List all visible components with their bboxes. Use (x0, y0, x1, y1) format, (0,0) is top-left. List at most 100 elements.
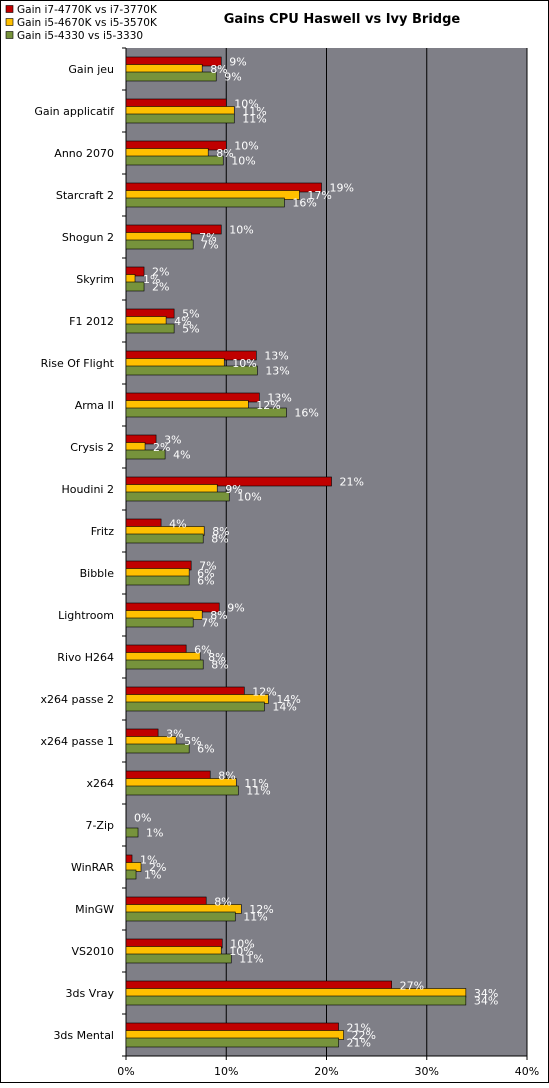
data-label: 4% (174, 315, 191, 328)
data-label: 16% (292, 197, 316, 210)
data-label: 17% (307, 189, 331, 202)
legend-label: Gain i5-4330 vs i5-3330 (17, 30, 143, 42)
data-label: 12% (249, 903, 273, 916)
category-label: F1 2012 (69, 315, 114, 328)
data-label: 2% (152, 281, 169, 294)
bar (125, 1037, 339, 1048)
data-label: 1% (140, 854, 157, 867)
data-label: 6% (197, 567, 214, 580)
data-label: 7% (199, 560, 216, 573)
data-labels: 9%8%9%10%11%11%10%8%10%19%17%16%10%7%7%2… (134, 56, 498, 1050)
data-label: 21% (347, 1022, 371, 1035)
bars (125, 56, 467, 1048)
data-label: 12% (256, 399, 280, 412)
legend-swatch (5, 31, 14, 39)
data-label: 8% (211, 659, 228, 672)
data-label: 10% (231, 155, 255, 168)
category-label: WinRAR (71, 861, 114, 874)
data-label: 2% (149, 861, 166, 874)
category-label: 3ds Vray (65, 987, 114, 1000)
data-label: 10% (232, 357, 256, 370)
data-label: 11% (239, 953, 263, 966)
bar (125, 239, 194, 250)
category-label: 7-Zip (85, 819, 114, 832)
data-label: 6% (197, 575, 214, 588)
data-label: 5% (182, 323, 199, 336)
bar (125, 869, 137, 880)
legend-label: Gain i5-4670K vs i5-3570K (17, 17, 158, 29)
category-label: Lightroom (58, 609, 114, 622)
chart-title: Gains CPU Haswell vs Ivy Bridge (224, 12, 461, 27)
data-label: 10% (234, 140, 258, 153)
x-tick-label: 30% (415, 1065, 439, 1078)
category-label: Fritz (91, 525, 114, 538)
data-label: 8% (210, 609, 227, 622)
bar (125, 113, 235, 124)
bar (125, 281, 145, 292)
data-label: 12% (252, 686, 276, 699)
data-label: 19% (329, 182, 353, 195)
bar (125, 449, 166, 460)
category-label: Skyrim (76, 273, 114, 286)
data-label: 7% (201, 617, 218, 630)
category-label: x264 (86, 777, 114, 790)
data-label: 21% (340, 476, 364, 489)
data-label: 13% (264, 350, 288, 363)
data-label: 10% (229, 945, 253, 958)
bar (125, 533, 204, 544)
data-label: 8% (210, 63, 227, 76)
data-label: 10% (237, 491, 261, 504)
bar (125, 617, 194, 628)
legend-swatch (5, 5, 14, 13)
category-label: Gain applicatif (34, 105, 115, 118)
data-label: 11% (242, 113, 266, 126)
category-label: Crysis 2 (70, 441, 114, 454)
bar (125, 155, 224, 166)
data-label: 13% (267, 392, 291, 405)
data-label: 8% (214, 896, 231, 909)
category-labels: Gain jeu Gain applicatif Anno 2070 Starcraf… (34, 63, 115, 1042)
data-label: 8% (211, 533, 228, 546)
category-label: 3ds Mental (53, 1029, 114, 1042)
data-label: 27% (400, 980, 424, 993)
category-label: Rivo H264 (57, 651, 114, 664)
bar (125, 575, 190, 586)
category-label: x264 passe 1 (41, 735, 114, 748)
legend-label: Gain i7-4770K vs i7-3770K (17, 4, 158, 16)
bar (125, 476, 332, 487)
data-label: 5% (182, 308, 199, 321)
data-label: 22% (352, 1029, 376, 1042)
category-label: Shogun 2 (62, 231, 114, 244)
bar (125, 407, 287, 418)
legend-swatch (5, 18, 14, 26)
data-label: 2% (152, 266, 169, 279)
gridlines (122, 47, 528, 1060)
bar (125, 911, 236, 922)
bar (125, 659, 204, 670)
category-label: Anno 2070 (54, 147, 114, 160)
data-label: 3% (166, 728, 183, 741)
data-label: 11% (242, 105, 266, 118)
data-label: 13% (265, 365, 289, 378)
data-label: 21% (347, 1037, 371, 1050)
category-label: Houdini 2 (61, 483, 114, 496)
data-label: 9% (227, 602, 244, 615)
bar (125, 827, 139, 838)
x-tick-label: 20% (314, 1065, 338, 1078)
data-label: 34% (474, 995, 498, 1008)
data-label: 10% (229, 224, 253, 237)
x-tick-label: 40% (515, 1065, 539, 1078)
bar (125, 785, 239, 796)
data-label: 1% (146, 827, 163, 840)
x-tick-label: 0% (117, 1065, 134, 1078)
data-label: 4% (173, 449, 190, 462)
data-label: 8% (208, 651, 225, 664)
data-label: 2% (153, 441, 170, 454)
data-label: 8% (216, 147, 233, 160)
x-tick-label: 10% (214, 1065, 238, 1078)
data-label: 9% (224, 71, 241, 84)
category-label: Arma II (75, 399, 114, 412)
data-label: 14% (276, 693, 300, 706)
